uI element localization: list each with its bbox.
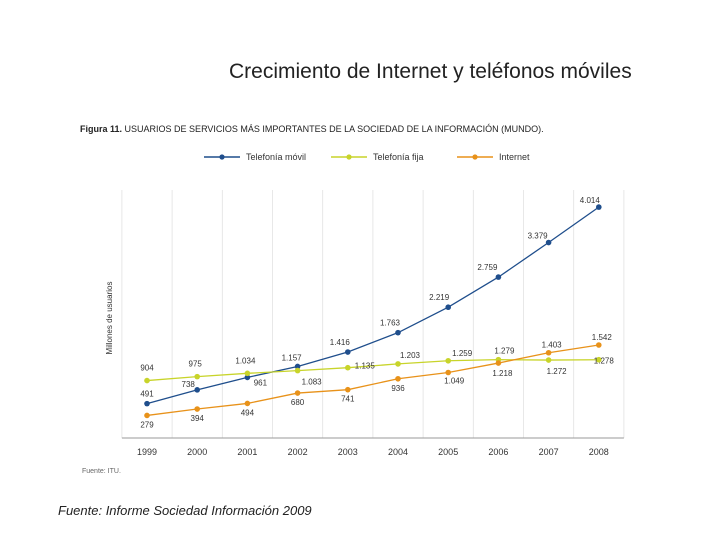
data-point bbox=[194, 373, 200, 380]
data-label: 1.157 bbox=[282, 353, 303, 362]
x-tick-label: 2006 bbox=[488, 447, 508, 457]
legend-swatch-marker bbox=[472, 154, 478, 160]
figure-caption-text: USUARIOS DE SERVICIOS MÁS IMPORTANTES DE… bbox=[124, 124, 544, 134]
data-label: 3.379 bbox=[528, 232, 549, 241]
data-point bbox=[545, 349, 552, 356]
data-label: 1.416 bbox=[330, 338, 351, 347]
data-label: 975 bbox=[189, 360, 203, 369]
data-label: 1.034 bbox=[235, 356, 256, 365]
data-point bbox=[294, 367, 301, 374]
series-line bbox=[146, 359, 599, 382]
data-label: 1.135 bbox=[355, 362, 376, 371]
data-point bbox=[144, 412, 150, 419]
y-axis-title: Millones de usuarios bbox=[105, 282, 114, 355]
data-point bbox=[395, 329, 401, 336]
data-label: 1.279 bbox=[494, 347, 515, 356]
data-point bbox=[294, 363, 301, 370]
data-point bbox=[395, 361, 401, 367]
data-point bbox=[194, 406, 200, 412]
data-label: 1.278 bbox=[594, 357, 615, 366]
data-label: 2.759 bbox=[477, 263, 498, 272]
data-label: 1.403 bbox=[542, 341, 563, 350]
data-point bbox=[345, 364, 351, 371]
data-point bbox=[345, 386, 351, 393]
data-label: 1.272 bbox=[547, 367, 568, 376]
slide-title: Crecimiento de Internet y teléfonos móvi… bbox=[229, 60, 632, 83]
x-tick-label: 2007 bbox=[539, 447, 559, 457]
data-label: 961 bbox=[254, 378, 268, 387]
series-line bbox=[146, 206, 600, 405]
data-label: 279 bbox=[140, 420, 154, 429]
data-point bbox=[495, 274, 502, 280]
legend-label: Telefonía fija bbox=[373, 152, 424, 162]
legend-swatch-marker bbox=[346, 154, 352, 160]
data-label: 936 bbox=[391, 384, 405, 393]
x-tick-label: 1999 bbox=[137, 447, 157, 457]
data-point bbox=[545, 357, 552, 363]
data-label: 1.203 bbox=[400, 351, 421, 360]
data-label: 491 bbox=[140, 390, 154, 399]
data-label: 741 bbox=[341, 395, 355, 404]
x-tick-label: 2002 bbox=[288, 447, 308, 457]
data-point bbox=[144, 400, 150, 407]
data-point bbox=[194, 387, 200, 393]
x-tick-label: 2008 bbox=[589, 447, 609, 457]
data-point bbox=[445, 357, 452, 364]
data-label: 738 bbox=[182, 380, 196, 389]
series-line bbox=[146, 344, 599, 417]
data-point bbox=[144, 377, 150, 384]
data-label: 394 bbox=[191, 414, 205, 423]
chart-source-note: Fuente: ITU. bbox=[82, 468, 121, 475]
data-label: 4.014 bbox=[580, 196, 601, 205]
legend-label: Telefonía móvil bbox=[246, 152, 306, 162]
data-label: 1.763 bbox=[380, 319, 401, 328]
data-label: 494 bbox=[241, 408, 255, 417]
data-point bbox=[395, 375, 401, 382]
data-label: 1.542 bbox=[592, 333, 613, 342]
data-label: 1.218 bbox=[492, 369, 513, 378]
x-tick-label: 2000 bbox=[187, 447, 207, 457]
x-tick-label: 2003 bbox=[338, 447, 358, 457]
data-point bbox=[596, 204, 602, 210]
data-point bbox=[294, 390, 301, 396]
data-label: 1.083 bbox=[302, 378, 323, 387]
legend-label: Internet bbox=[499, 152, 530, 162]
data-point bbox=[596, 356, 602, 363]
data-point bbox=[445, 369, 452, 376]
data-point bbox=[244, 374, 251, 381]
figure-caption: Figura 11. USUARIOS DE SERVICIOS MÁS IMP… bbox=[80, 124, 544, 134]
data-point bbox=[244, 400, 251, 407]
data-point bbox=[545, 239, 552, 246]
x-tick-label: 2005 bbox=[438, 447, 458, 457]
data-point bbox=[596, 342, 602, 348]
x-tick-label: 2004 bbox=[388, 447, 408, 457]
legend-swatch-marker bbox=[219, 154, 225, 160]
data-label: 1.259 bbox=[452, 349, 473, 358]
data-point bbox=[445, 304, 452, 311]
footer-source: Fuente: Informe Sociedad Información 200… bbox=[58, 503, 312, 518]
data-point bbox=[495, 360, 502, 366]
data-label: 904 bbox=[140, 364, 154, 373]
x-tick-label: 2001 bbox=[237, 447, 257, 457]
data-point bbox=[244, 370, 251, 377]
data-label: 2.219 bbox=[429, 293, 450, 302]
data-point bbox=[345, 349, 351, 355]
figure-caption-label: Figura 11. bbox=[80, 124, 123, 134]
data-label: 680 bbox=[291, 398, 305, 407]
data-label: 1.049 bbox=[444, 376, 465, 385]
